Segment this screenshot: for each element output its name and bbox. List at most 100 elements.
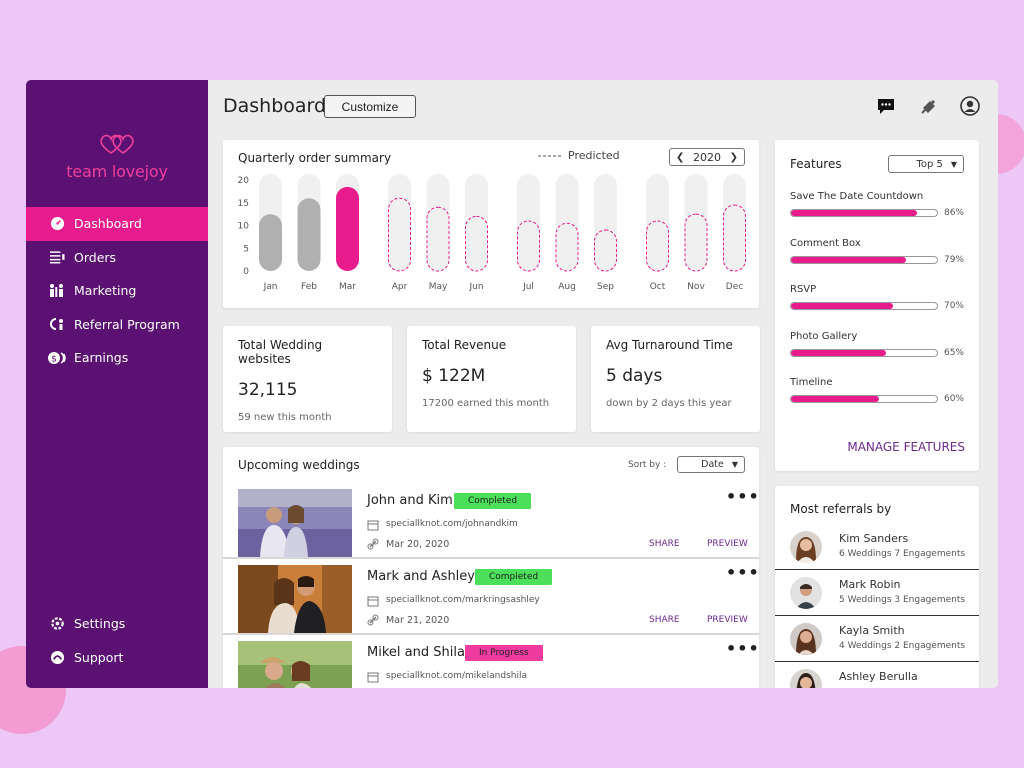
stat-card-revenue: Total Revenue $ 122M 17200 earned this m… bbox=[407, 326, 576, 432]
features-title: Features bbox=[790, 157, 842, 171]
feature-label: Timeline bbox=[790, 377, 833, 388]
sort-select[interactable]: Date ▼ bbox=[677, 456, 745, 473]
status-badge: In Progress bbox=[465, 645, 543, 661]
bar-track bbox=[555, 174, 579, 271]
sidebar-item-orders[interactable]: Orders bbox=[26, 241, 208, 275]
wedding-row[interactable]: Mikel and Shila In Progress speciallknot… bbox=[223, 635, 759, 688]
feature-progress-bar bbox=[790, 209, 938, 217]
wedding-couple-name: Mark and Ashley bbox=[367, 569, 475, 584]
sidebar-item-support[interactable]: Support bbox=[26, 641, 208, 675]
sidebar-bottom-nav: Settings Support bbox=[26, 607, 208, 674]
stat-card-websites: Total Wedding websites 32,115 59 new thi… bbox=[223, 326, 392, 432]
more-options-icon[interactable]: ••• bbox=[726, 639, 759, 658]
stat-label: Avg Turnaround Time bbox=[606, 338, 733, 352]
bar-feb[interactable] bbox=[297, 198, 321, 271]
predicted-bar-jul[interactable] bbox=[517, 220, 540, 272]
feature-label: RSVP bbox=[790, 284, 817, 295]
sort-label: Sort by : bbox=[628, 460, 667, 470]
features-filter-select[interactable]: Top 5 ▼ bbox=[888, 155, 964, 173]
bar-jan[interactable] bbox=[259, 214, 282, 271]
feature-item: Photo Gallery 65% bbox=[790, 331, 964, 378]
feature-progress-bar bbox=[790, 395, 938, 403]
x-tick-label: Jul bbox=[522, 282, 534, 292]
progress-fill bbox=[791, 349, 886, 356]
predicted-bar-oct[interactable] bbox=[646, 220, 669, 272]
x-tick-label: Feb bbox=[301, 282, 317, 292]
stat-sub: 17200 earned this month bbox=[422, 398, 550, 409]
svg-text:$: $ bbox=[51, 354, 57, 364]
x-tick-label: Aug bbox=[558, 282, 576, 292]
wedding-couple-name: Mikel and Shila bbox=[367, 645, 465, 660]
sort-value: Date bbox=[701, 459, 724, 470]
quarterly-bar-chart: 0 5 10 15 20 Jan Feb Mar Apr May Jun Jul Aug Sep Oct No… bbox=[238, 174, 746, 292]
avatar bbox=[790, 531, 822, 563]
sidebar-item-marketing[interactable]: Marketing bbox=[26, 274, 208, 308]
customize-button[interactable]: Customize bbox=[324, 95, 416, 118]
x-tick-label: Oct bbox=[650, 282, 666, 292]
brand-logo[interactable]: team lovejoy bbox=[26, 132, 208, 181]
features-header: Features Top 5 ▼ bbox=[790, 155, 964, 173]
wedding-row[interactable]: Mark and Ashley Completed speciallknot.c… bbox=[223, 559, 759, 635]
wedding-date: Mar 21, 2020 bbox=[386, 615, 450, 626]
user-icon[interactable] bbox=[960, 96, 980, 116]
wedding-row[interactable]: John and Kim Completed speciallknot.com/… bbox=[223, 483, 759, 559]
gauge-icon bbox=[48, 215, 66, 233]
referral-row[interactable]: Mark Robin 5 Weddings 3 Engagements bbox=[775, 570, 979, 616]
upcoming-weddings-card: Upcoming weddings Sort by : Date ▼ bbox=[223, 447, 759, 688]
bar-track bbox=[646, 174, 669, 271]
bar-track bbox=[426, 174, 450, 271]
manage-features-link[interactable]: MANAGE FEATURES bbox=[847, 440, 965, 454]
stat-value: 5 days bbox=[606, 366, 663, 386]
predicted-bar-dec[interactable] bbox=[723, 204, 746, 272]
more-options-icon[interactable]: ••• bbox=[726, 487, 759, 506]
referrer-name: Mark Robin bbox=[839, 578, 901, 591]
wedding-site-url[interactable]: speciallknot.com/johnandkim bbox=[386, 519, 518, 529]
sidebar-item-dashboard[interactable]: Dashboard bbox=[26, 207, 208, 241]
predicted-bar-jun[interactable] bbox=[465, 215, 488, 272]
predicted-bar-nov[interactable] bbox=[684, 213, 708, 272]
next-year-icon[interactable]: ❯ bbox=[729, 151, 738, 163]
sidebar-item-label: Settings bbox=[74, 616, 126, 632]
year-value: 2020 bbox=[693, 150, 721, 164]
y-tick-label: 5 bbox=[243, 244, 249, 254]
link-icon bbox=[367, 614, 379, 626]
feature-item: RSVP 70% bbox=[790, 284, 964, 331]
sidebar-item-referral-program[interactable]: Referral Program bbox=[26, 308, 208, 342]
preview-link[interactable]: PREVIEW bbox=[707, 615, 748, 625]
y-tick-label: 0 bbox=[243, 267, 249, 277]
wedding-site-url[interactable]: speciallknot.com/mikelandshila bbox=[386, 671, 528, 681]
predicted-bar-sep[interactable] bbox=[594, 229, 617, 272]
year-selector[interactable]: ❮ 2020 ❯ bbox=[669, 148, 745, 166]
bell-icon[interactable] bbox=[918, 96, 938, 116]
stat-label: Total Wedding websites bbox=[238, 338, 323, 366]
feature-percent: 65% bbox=[943, 347, 964, 358]
preview-link[interactable]: PREVIEW bbox=[707, 539, 748, 549]
x-tick-label: Apr bbox=[392, 282, 408, 292]
more-options-icon[interactable]: ••• bbox=[726, 563, 759, 582]
status-badge: Completed bbox=[475, 569, 553, 585]
bar-mar[interactable] bbox=[336, 186, 359, 271]
predicted-bar-may[interactable] bbox=[426, 206, 450, 272]
feature-item: Comment Box 79% bbox=[790, 238, 964, 285]
prev-year-icon[interactable]: ❮ bbox=[676, 151, 685, 163]
status-badge: Completed bbox=[454, 493, 532, 509]
share-link[interactable]: SHARE bbox=[649, 539, 680, 549]
sidebar-item-settings[interactable]: Settings bbox=[26, 607, 208, 641]
predicted-bar-aug[interactable] bbox=[555, 222, 579, 272]
header-actions bbox=[876, 96, 980, 116]
predicted-bar-apr[interactable] bbox=[388, 197, 411, 272]
referrals-title: Most referrals by bbox=[790, 502, 892, 516]
chat-icon[interactable] bbox=[876, 96, 896, 116]
share-link[interactable]: SHARE bbox=[649, 615, 680, 625]
referral-row[interactable]: Kayla Smith 4 Weddings 2 Engagements bbox=[775, 616, 979, 662]
referrer-stats: 5 Weddings 3 Engagements bbox=[839, 595, 966, 605]
support-icon bbox=[48, 648, 66, 666]
referrer-name: Kim Sanders bbox=[839, 532, 909, 545]
chevron-down-icon: ▼ bbox=[950, 159, 957, 169]
referral-row[interactable]: Kim Sanders 6 Weddings 7 Engagements bbox=[775, 524, 979, 570]
wedding-site-url[interactable]: speciallknot.com/markringsashley bbox=[386, 595, 540, 605]
sidebar-item-earnings[interactable]: $ Earnings bbox=[26, 341, 208, 375]
referral-row[interactable]: Ashley Berulla bbox=[775, 662, 979, 688]
hearts-logo-icon bbox=[100, 134, 134, 154]
wedding-couple-name: John and Kim bbox=[367, 493, 453, 508]
